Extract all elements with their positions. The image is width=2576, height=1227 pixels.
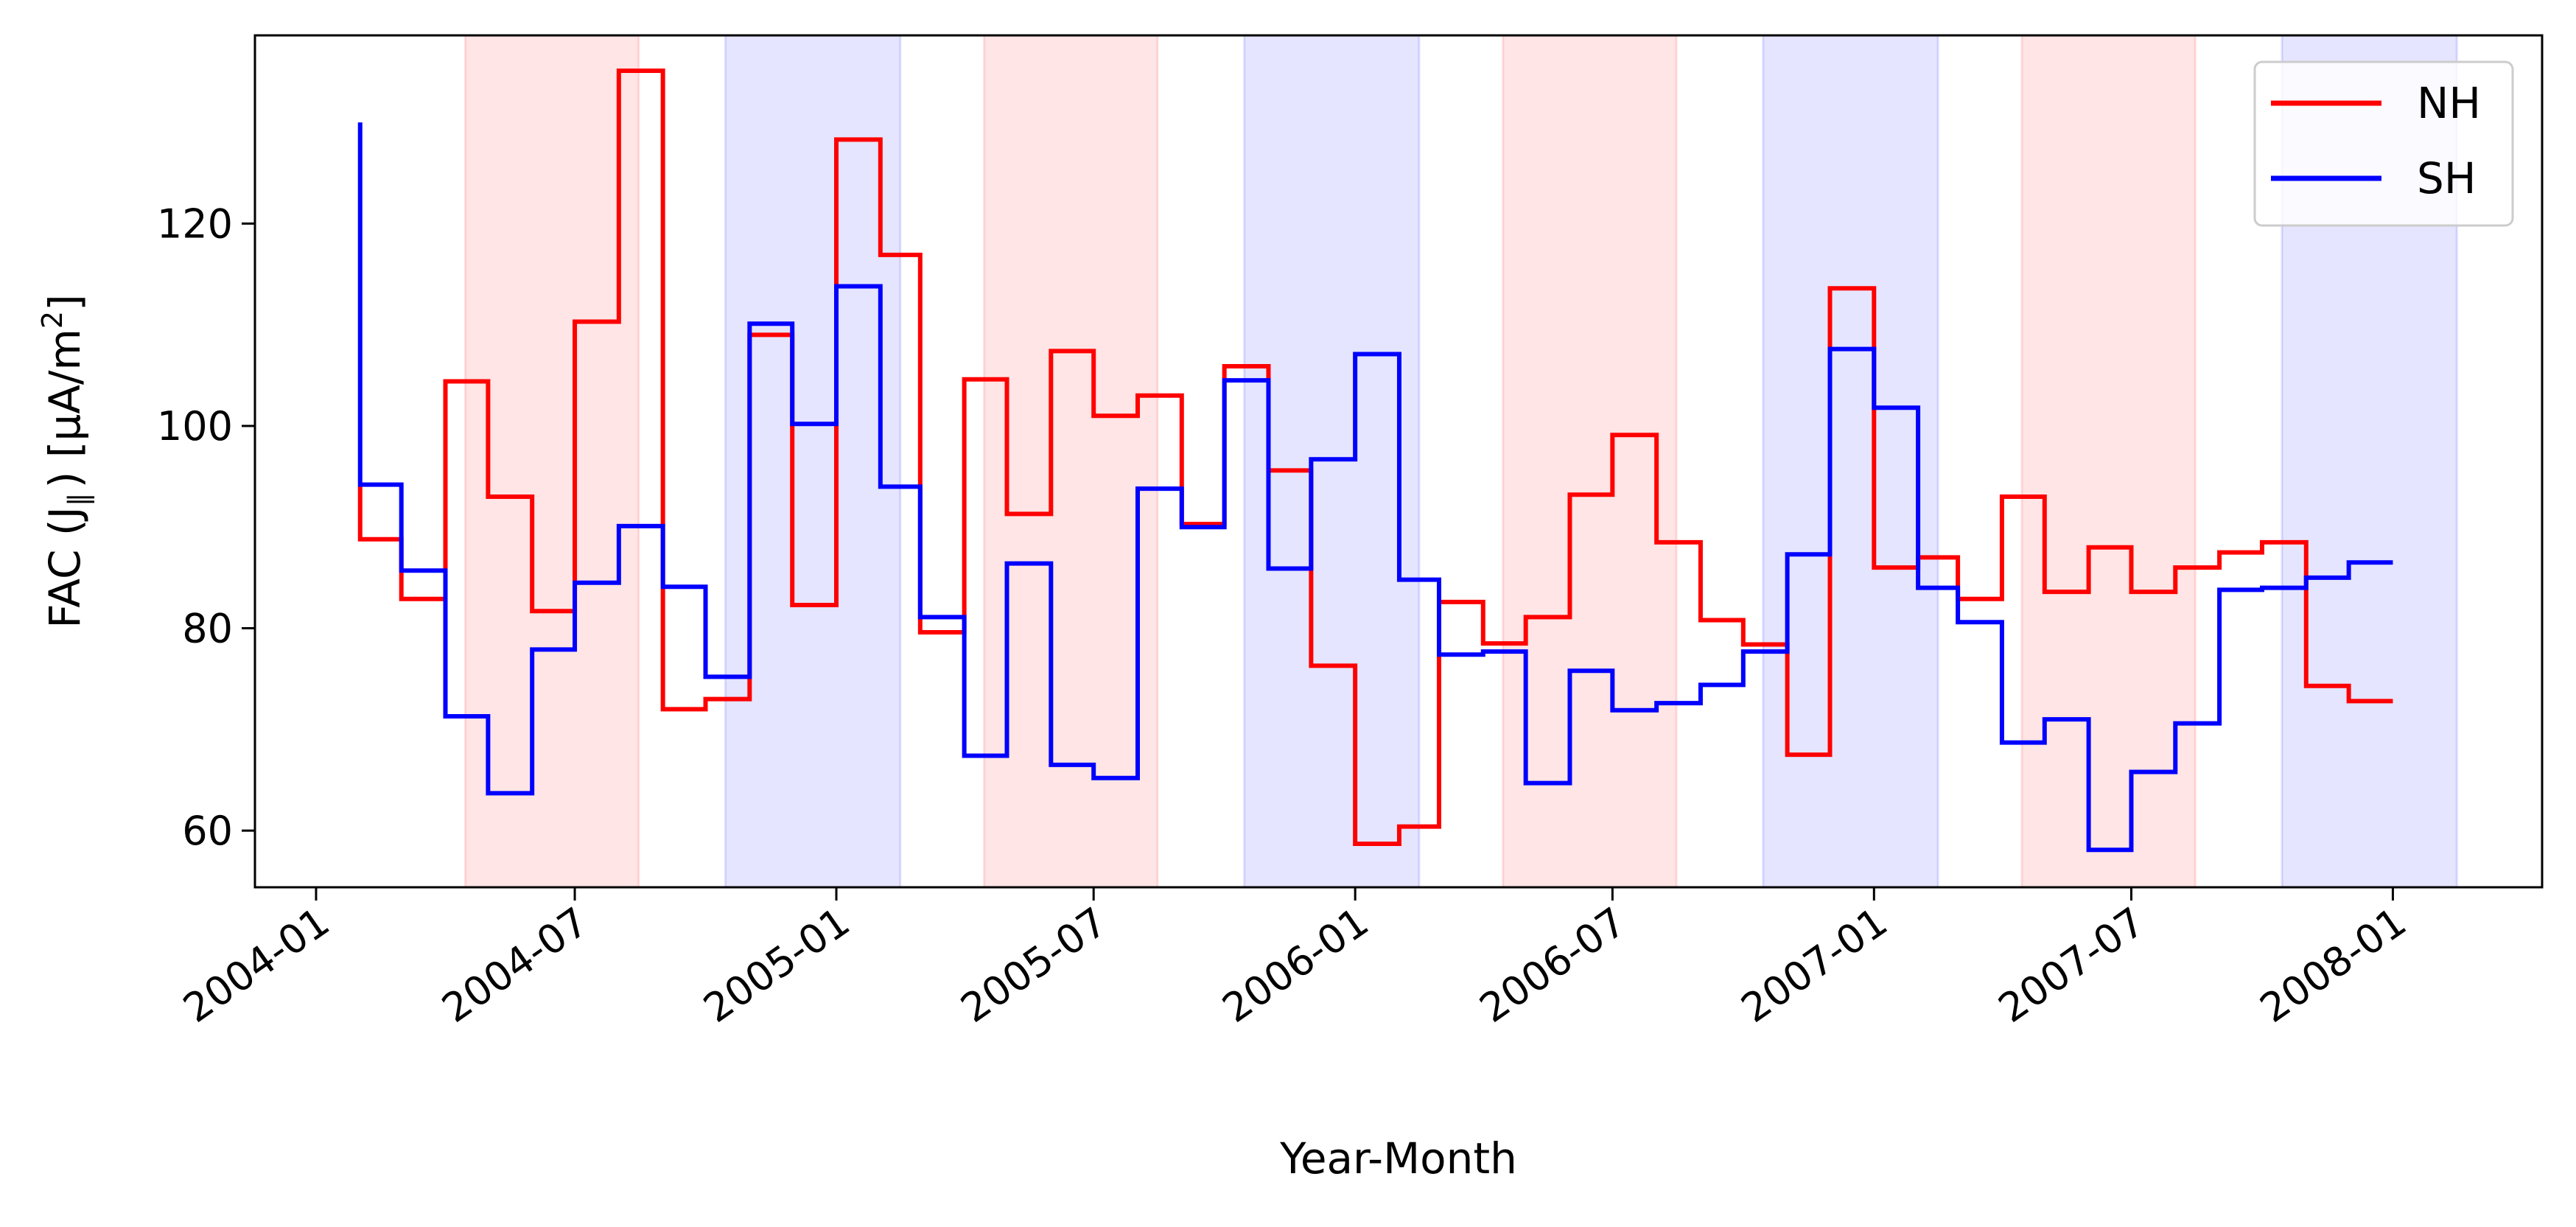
y-tick-label: 80 <box>182 606 233 652</box>
x-tick-label: 2008-01 <box>2252 898 2415 1032</box>
y-tick-label: 100 <box>157 403 233 450</box>
series-lines <box>357 69 2393 853</box>
x-tick-label: 2004-01 <box>175 898 337 1032</box>
y-axis-title-superscript: 2 <box>36 311 69 329</box>
plot-frame <box>253 34 2544 889</box>
x-tick-label: 2007-07 <box>1990 898 2153 1032</box>
x-tick-label: 2007-01 <box>1733 898 1896 1032</box>
y-axis-title-suffix: ] <box>40 294 90 311</box>
season-bands <box>464 34 2458 889</box>
x-tick-label: 2005-07 <box>953 898 1116 1032</box>
y-tick-label: 60 <box>182 808 233 854</box>
season-band <box>464 34 640 889</box>
season-band <box>2020 34 2197 889</box>
y-axis-title: FAC (J∥ ) [μA/m2] <box>36 294 95 629</box>
x-tick-label: 2004-07 <box>434 898 597 1032</box>
y-axis-title-subscript: ∥ <box>63 492 95 506</box>
y-tick-label: 120 <box>157 200 233 247</box>
series-line-nh <box>357 69 2393 846</box>
y-axis-title-prefix: FAC (J <box>40 506 90 628</box>
legend: NH SH <box>2253 60 2514 227</box>
y-axis-title-middle: ) [μA/m <box>40 329 90 488</box>
x-axis-title: Year-Month <box>1279 1133 1517 1184</box>
x-tick-label: 2005-01 <box>696 898 858 1032</box>
legend-label-sh: SH <box>2417 153 2476 203</box>
y-axis: 60 80 100 120 <box>157 200 255 854</box>
x-tick-label: 2006-01 <box>1214 898 1377 1032</box>
legend-label-nh: NH <box>2417 78 2481 128</box>
season-band <box>1502 34 1678 889</box>
x-axis: 2004-01 2004-07 2005-01 2005-07 2006-01 2006-… <box>175 887 2415 1032</box>
season-band <box>983 34 1159 889</box>
series-line-sh <box>357 122 2393 853</box>
season-band <box>1762 34 1939 889</box>
season-band <box>724 34 902 889</box>
x-tick-label: 2006-07 <box>1471 898 1634 1032</box>
